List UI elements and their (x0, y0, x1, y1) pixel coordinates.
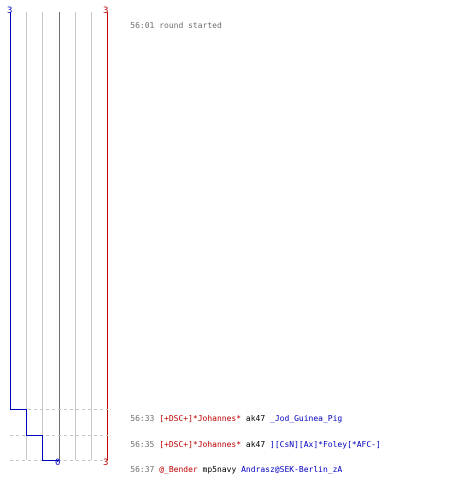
event-row-round-start: 56:01 round started (111, 11, 222, 41)
red-start-count: 3 (103, 6, 109, 16)
event-text: round started (159, 21, 222, 30)
victim-name[interactable]: Andrasz@SEK-Berlin_zA (241, 465, 343, 474)
killer-name[interactable]: @_Bender (159, 465, 198, 474)
event-row-kill: 56:37 @_Bender mp5navy Andrasz@SEK-Berli… (111, 455, 342, 485)
event-row-kill: 56:35 [+DSC+]*Johannes* ak47 ][CsN][Ax]*… (111, 430, 381, 460)
blue-end-count: 0 (55, 458, 61, 468)
event-time: 56:35 (130, 440, 155, 449)
event-time: 56:37 (130, 465, 155, 474)
event-time: 56:33 (130, 414, 155, 423)
blue-start-count: 3 (7, 6, 13, 16)
weapon-name: ak47 (245, 414, 266, 423)
weapon-name: mp5navy (202, 465, 237, 474)
blue-team-line (10, 12, 60, 461)
weapon-name: ak47 (245, 440, 266, 449)
red-end-count: 3 (103, 458, 109, 468)
victim-name[interactable]: _Jod_Guinea_Pig (270, 414, 343, 423)
killer-name[interactable]: [+DSC+]*Johannes* (159, 414, 242, 423)
event-time: 56:01 (130, 21, 155, 30)
event-row-kill: 56:33 [+DSC+]*Johannes* ak47 _Jod_Guinea… (111, 404, 342, 434)
killer-name[interactable]: [+DSC+]*Johannes* (159, 440, 242, 449)
victim-name[interactable]: ][CsN][Ax]*Foley[*AFC-] (270, 440, 381, 449)
